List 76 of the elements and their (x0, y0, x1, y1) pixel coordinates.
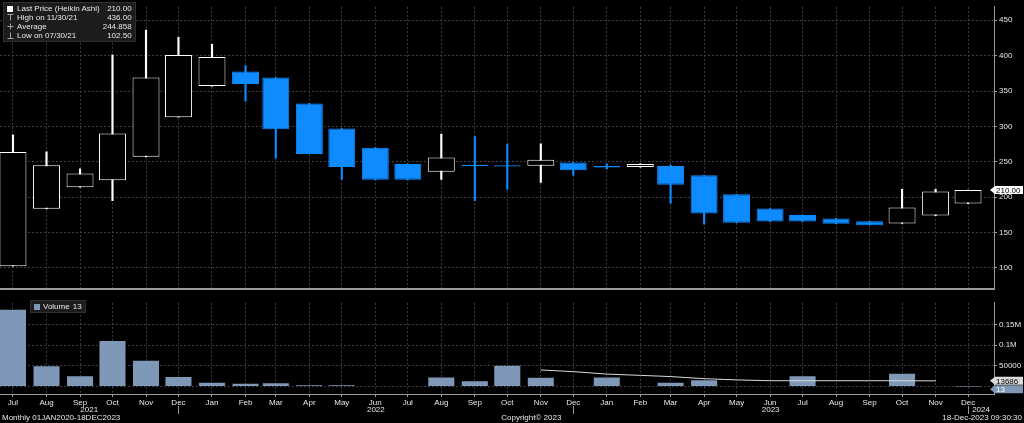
x-tick-label: Oct (895, 398, 910, 407)
y-tick-label: 100 (999, 263, 1013, 273)
x-tick-label: Feb (238, 398, 253, 407)
annotation: 13 (72, 302, 82, 311)
y-tick-label: 450 (999, 15, 1013, 25)
y-tick-label: 200 (999, 192, 1013, 202)
x-tick-label: Mar (268, 398, 284, 407)
bar (593, 377, 620, 387)
bar (494, 365, 521, 387)
annotation: 102.50 (106, 31, 132, 40)
annotation: Average (17, 22, 48, 31)
text: 13 (996, 385, 1006, 395)
bar (33, 366, 60, 387)
y-tick-label: 50000 (999, 361, 1022, 371)
annotation: 244.858 (102, 22, 132, 31)
bar (99, 340, 126, 387)
x-tick-label: Nov (928, 398, 943, 407)
legend-label: Last Price (Heikin Ashi) (17, 4, 100, 13)
text: 2023 (761, 404, 781, 414)
text: 13686 (996, 376, 1019, 386)
x-tick-label: Jul (797, 398, 808, 407)
bar (691, 380, 718, 387)
x-tick-label: Dec (171, 398, 186, 407)
bar (165, 377, 192, 387)
x-tick-label: Sep (467, 398, 483, 407)
x-tick-label: Jan (600, 398, 614, 407)
annotation: Low on 07/30/21 (17, 31, 78, 40)
bar (67, 376, 94, 387)
bar (428, 377, 455, 387)
y-tick-label: 0.1M (999, 340, 1018, 350)
annotation: 210.00 (106, 4, 132, 13)
x-tick-label: Apr (697, 398, 711, 407)
x-tick-label: Oct (106, 398, 120, 407)
y-tick-label: 0.15M (999, 319, 1022, 329)
y-tick-label: 400 (999, 50, 1013, 60)
x-tick-label: Aug (434, 398, 449, 407)
bar (461, 381, 488, 387)
annotation: High on 11/30/21 (17, 13, 79, 22)
legend-label: Volume (43, 302, 70, 311)
annotation: 436.00 (106, 13, 132, 22)
x-tick-label: Apr (303, 398, 316, 407)
x-tick-label: Dec (566, 398, 581, 407)
text: 2024 (972, 404, 991, 414)
bar (262, 383, 289, 387)
text: 2022 (366, 404, 386, 414)
text: Copyright© 2023 (501, 413, 562, 423)
x-tick-label: Jul (402, 398, 414, 407)
bar (527, 377, 554, 387)
y-tick-label: 350 (999, 86, 1013, 96)
bar (133, 360, 160, 387)
bar (198, 382, 226, 387)
y-tick-label: 250 (999, 157, 1013, 166)
bar (789, 376, 816, 387)
x-tick-label: Aug (828, 398, 844, 407)
x-tick-label: May (729, 398, 745, 407)
y-tick-label: 150 (999, 227, 1013, 237)
x-tick-label: May (334, 398, 350, 407)
x-tick-label: Aug (39, 398, 54, 407)
text: Monthly 01JAN2020-18DEC2023 (2, 413, 121, 423)
x-tick-label: Feb (633, 398, 648, 407)
x-tick-label: Sep (862, 398, 878, 407)
x-tick-label: Jun (763, 398, 777, 407)
x-tick-label: Oct (501, 398, 515, 407)
bar (657, 382, 684, 387)
x-tick-label: Nov (533, 398, 548, 407)
bar (0, 309, 26, 387)
x-tick-label: Jul (7, 398, 19, 407)
text: 210.00 (996, 185, 1022, 195)
x-tick-label: Jun (368, 398, 382, 407)
x-tick-label: Nov (138, 398, 154, 407)
candlestick (232, 65, 259, 102)
x-tick-label: Mar (663, 398, 678, 407)
x-tick-label: Jan (205, 398, 219, 407)
text: 18-Dec-2023 09:30:30 (942, 413, 1022, 423)
x-tick-label: Dec (960, 398, 976, 407)
y-tick-label: 300 (999, 121, 1013, 131)
